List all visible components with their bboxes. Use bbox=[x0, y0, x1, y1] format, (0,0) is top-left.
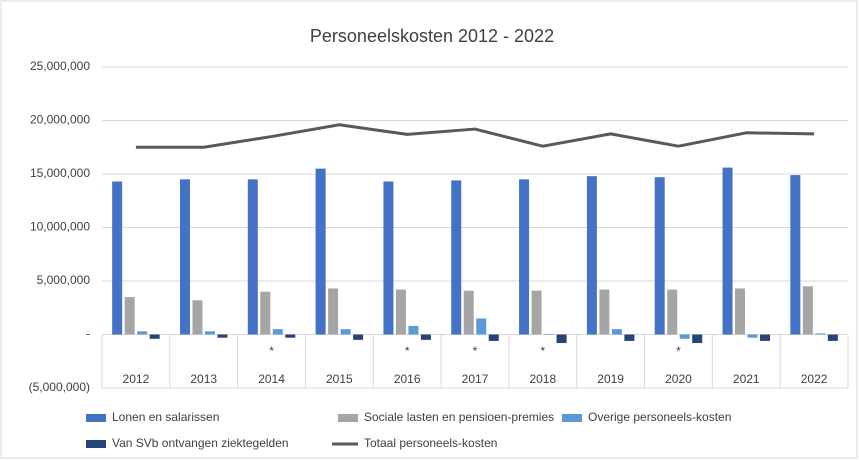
bar bbox=[285, 334, 296, 338]
x-tick-label: 2014 bbox=[258, 372, 285, 386]
x-tick-label: 2017 bbox=[462, 372, 489, 386]
bar bbox=[112, 181, 123, 335]
bar bbox=[272, 329, 283, 335]
x-tick-label: 2018 bbox=[529, 372, 556, 386]
bar bbox=[217, 334, 228, 338]
bar bbox=[722, 167, 733, 335]
y-tick-label: 5,000,000 bbox=[37, 273, 91, 287]
bar bbox=[192, 300, 203, 335]
y-tick-label: 15,000,000 bbox=[30, 166, 90, 180]
y-tick-label: 20,000,000 bbox=[30, 113, 90, 127]
note-marker: * bbox=[269, 344, 274, 358]
bar bbox=[827, 334, 838, 341]
x-tick-label: 2013 bbox=[190, 372, 217, 386]
bar bbox=[204, 331, 215, 335]
legend-label: Totaal personeels-kosten bbox=[364, 436, 497, 450]
line-series bbox=[135, 123, 815, 149]
x-tick-label: 2012 bbox=[123, 372, 150, 386]
chart-title: Personeelskosten 2012 - 2022 bbox=[310, 26, 554, 46]
legend-label: Sociale lasten en pensioen-premies bbox=[364, 410, 554, 424]
note-marker: * bbox=[676, 344, 681, 358]
legend-swatch bbox=[86, 440, 106, 448]
bar bbox=[420, 334, 431, 340]
y-tick-label: 10,000,000 bbox=[30, 220, 90, 234]
x-tick-label: 2022 bbox=[801, 372, 828, 386]
bar bbox=[383, 181, 394, 335]
bar bbox=[586, 176, 597, 335]
bar bbox=[179, 179, 190, 335]
bar bbox=[247, 179, 258, 335]
bar bbox=[802, 286, 813, 335]
bar bbox=[395, 289, 406, 335]
bar bbox=[735, 288, 746, 335]
bar bbox=[488, 334, 499, 341]
legend-label: Lonen en salarissen bbox=[112, 410, 219, 424]
note-marker: * bbox=[473, 344, 478, 358]
y-tick-label: 25,000,000 bbox=[30, 59, 90, 73]
bar bbox=[260, 291, 271, 335]
bar bbox=[451, 180, 462, 335]
legend-swatch bbox=[562, 414, 582, 422]
bar bbox=[790, 175, 801, 335]
bar bbox=[328, 288, 339, 335]
bar bbox=[556, 334, 567, 344]
bar bbox=[408, 325, 419, 335]
note-marker: * bbox=[540, 344, 545, 358]
bar bbox=[747, 334, 758, 338]
x-tick-label: 2015 bbox=[326, 372, 353, 386]
bar bbox=[353, 334, 364, 340]
bar bbox=[531, 290, 542, 335]
bar bbox=[611, 329, 622, 335]
x-tick-label: 2016 bbox=[394, 372, 421, 386]
bar bbox=[760, 334, 771, 341]
bar bbox=[624, 334, 635, 341]
bar bbox=[137, 331, 148, 335]
bar bbox=[124, 297, 135, 335]
x-tick-label: 2021 bbox=[733, 372, 760, 386]
bar bbox=[340, 329, 351, 335]
legend-label: Van SVb ontvangen ziektegelden bbox=[112, 436, 289, 450]
x-tick-label: 2019 bbox=[597, 372, 624, 386]
bar bbox=[463, 290, 474, 335]
legend-swatch bbox=[86, 414, 106, 422]
bar bbox=[815, 333, 826, 335]
x-tick-label: 2020 bbox=[665, 372, 692, 386]
bar bbox=[544, 333, 555, 335]
legend-swatch bbox=[338, 414, 358, 422]
bar bbox=[654, 177, 665, 335]
y-tick-label: (5,000,000) bbox=[29, 380, 90, 394]
note-marker: * bbox=[405, 344, 410, 358]
y-tick-label: - bbox=[86, 327, 90, 341]
bar bbox=[667, 289, 678, 335]
bar bbox=[599, 289, 610, 335]
bar bbox=[679, 334, 690, 339]
bar bbox=[315, 168, 326, 335]
bar bbox=[476, 318, 487, 335]
bar bbox=[692, 334, 703, 344]
bar bbox=[149, 334, 160, 339]
bar bbox=[519, 179, 530, 335]
legend-label: Overige personeels-kosten bbox=[588, 410, 731, 424]
